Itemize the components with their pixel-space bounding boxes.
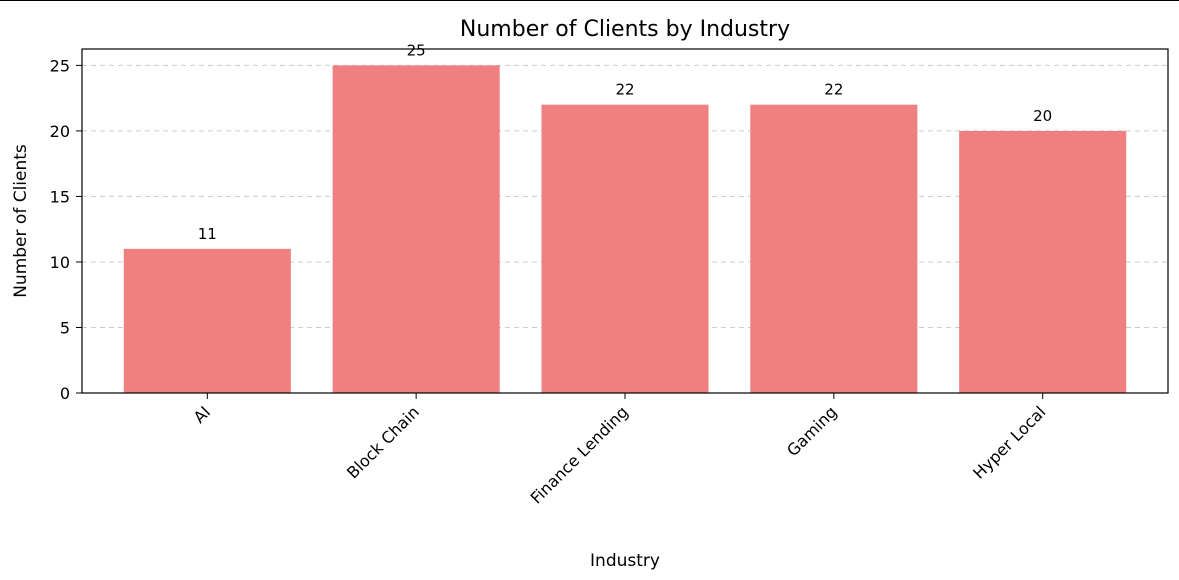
bar (123, 248, 291, 393)
bar-value-labels: 11 25 22 22 20 (198, 41, 1052, 242)
x-tick-label: Block Chain (343, 402, 423, 482)
x-tick-label: Hyper Local (969, 402, 1049, 482)
y-tick-label: 15 (50, 187, 70, 206)
bar-value-label: 20 (1033, 107, 1052, 125)
bar-value-label: 11 (198, 225, 217, 243)
bar (959, 130, 1127, 393)
y-tick-label: 20 (50, 122, 70, 141)
y-tick-label: 0 (60, 384, 70, 403)
y-tick-label: 25 (50, 56, 70, 75)
bar-value-label: 25 (407, 41, 426, 59)
bar (541, 104, 709, 393)
top-border (0, 0, 1179, 1)
y-axis-ticks: 0 5 10 15 20 25 (50, 56, 82, 403)
y-axis-label: Number of Clients (11, 144, 31, 298)
x-tick-label: Gaming (783, 402, 841, 460)
bars (123, 65, 1127, 393)
bar-value-label: 22 (615, 81, 634, 99)
y-tick-label: 10 (50, 253, 70, 272)
bar-value-label: 22 (824, 81, 843, 99)
x-axis-ticks: AI Block Chain Finance Lending Gaming Hyper … (190, 393, 1050, 508)
y-tick-label: 5 (60, 318, 70, 337)
x-tick-label: AI (190, 402, 215, 427)
x-tick-label: Finance Lending (527, 402, 632, 507)
x-axis-label: Industry (590, 551, 660, 571)
bar (750, 104, 918, 393)
chart-title: Number of Clients by Industry (460, 17, 790, 42)
bar (332, 65, 500, 393)
